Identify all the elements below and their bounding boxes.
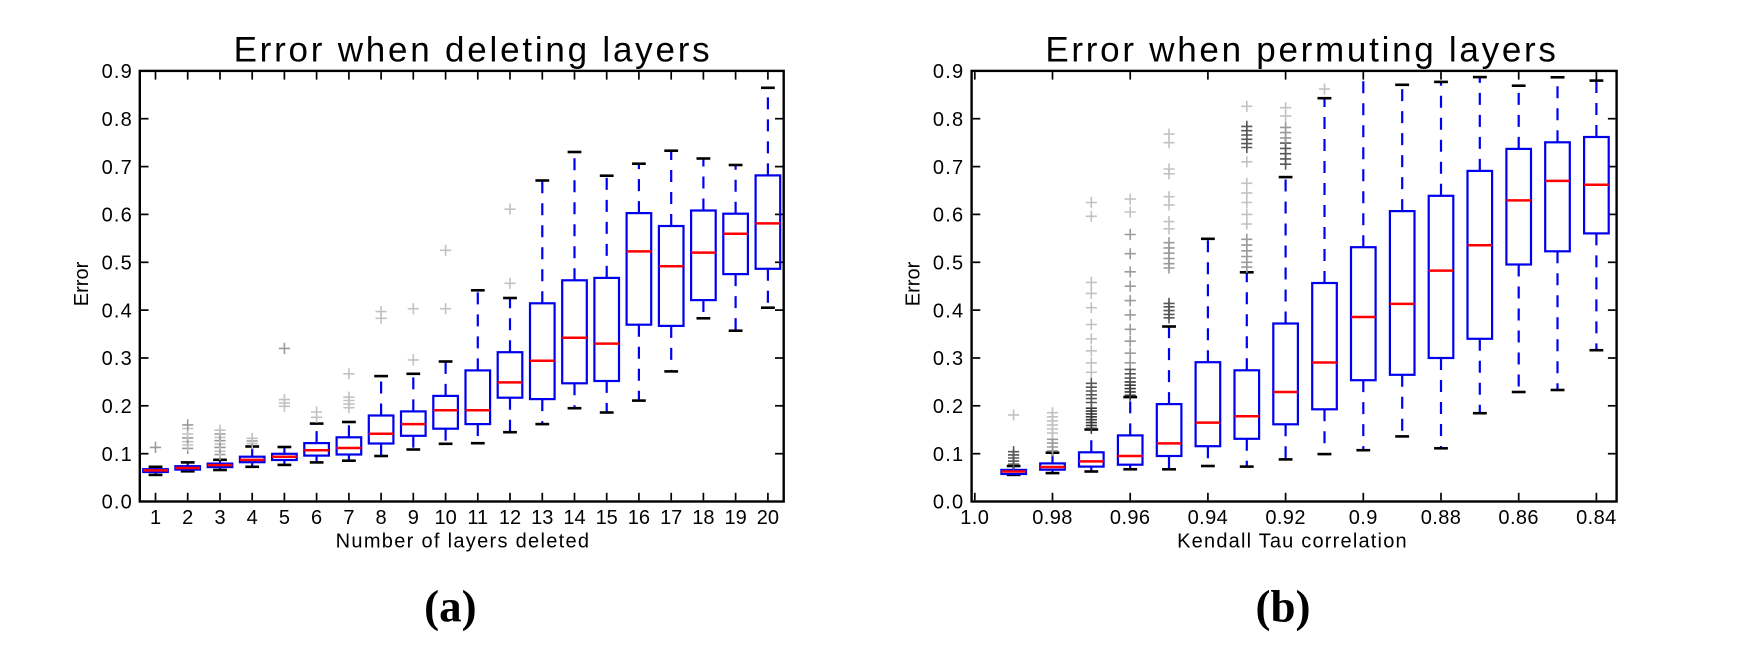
svg-text:18: 18 [692, 507, 714, 529]
svg-text:0.84: 0.84 [1576, 507, 1617, 529]
svg-text:20: 20 [757, 507, 779, 529]
svg-text:16: 16 [628, 507, 650, 529]
svg-text:6: 6 [311, 507, 322, 529]
svg-text:0.8: 0.8 [933, 109, 964, 131]
svg-text:14: 14 [563, 507, 585, 529]
svg-text:0.8: 0.8 [102, 109, 133, 131]
svg-text:Number of layers deleted: Number of layers deleted [336, 531, 591, 553]
svg-text:10: 10 [434, 507, 456, 529]
svg-text:1: 1 [150, 507, 161, 529]
svg-text:8: 8 [376, 507, 387, 529]
svg-text:0.9: 0.9 [1349, 507, 1378, 529]
svg-text:0.5: 0.5 [933, 253, 964, 275]
svg-text:0.3: 0.3 [933, 348, 964, 370]
svg-text:17: 17 [660, 507, 682, 529]
svg-text:Error: Error [71, 261, 93, 306]
svg-text:0.96: 0.96 [1110, 507, 1151, 529]
svg-text:0.9: 0.9 [933, 61, 964, 83]
svg-text:Error when deleting layers: Error when deleting layers [234, 31, 713, 70]
svg-text:3: 3 [214, 507, 225, 529]
svg-text:0.86: 0.86 [1498, 507, 1539, 529]
svg-text:0.3: 0.3 [102, 348, 133, 370]
svg-text:Kendall Tau correlation: Kendall Tau correlation [1177, 531, 1408, 553]
svg-text:11: 11 [467, 507, 488, 529]
svg-text:0.0: 0.0 [102, 492, 133, 514]
svg-text:Error: Error [903, 261, 925, 306]
svg-text:13: 13 [531, 507, 553, 529]
svg-text:2: 2 [182, 507, 193, 529]
svg-text:0.94: 0.94 [1188, 507, 1229, 529]
svg-text:0.4: 0.4 [102, 300, 133, 322]
svg-text:0.7: 0.7 [102, 157, 133, 179]
svg-text:0.88: 0.88 [1421, 507, 1462, 529]
svg-text:1.0: 1.0 [960, 507, 989, 529]
svg-text:0.6: 0.6 [102, 205, 133, 227]
svg-text:5: 5 [279, 507, 290, 529]
svg-text:9: 9 [408, 507, 419, 529]
svg-text:0.1: 0.1 [933, 444, 964, 466]
svg-text:0.1: 0.1 [102, 444, 133, 466]
svg-text:12: 12 [499, 507, 521, 529]
svg-text:Error when permuting layers: Error when permuting layers [1045, 31, 1558, 70]
svg-text:0.0: 0.0 [933, 492, 964, 514]
svg-text:0.5: 0.5 [102, 253, 133, 275]
svg-text:(a): (a) [424, 582, 476, 632]
svg-text:0.7: 0.7 [933, 157, 964, 179]
svg-text:4: 4 [247, 507, 258, 529]
svg-text:0.4: 0.4 [933, 300, 964, 322]
svg-text:0.92: 0.92 [1265, 507, 1306, 529]
svg-text:7: 7 [343, 507, 354, 529]
svg-text:0.9: 0.9 [102, 61, 133, 83]
svg-text:0.6: 0.6 [933, 205, 964, 227]
svg-text:19: 19 [724, 507, 746, 529]
svg-text:(b): (b) [1256, 582, 1311, 632]
svg-text:0.2: 0.2 [102, 396, 133, 418]
svg-text:0.98: 0.98 [1032, 507, 1073, 529]
svg-text:15: 15 [596, 507, 618, 529]
svg-text:0.2: 0.2 [933, 396, 964, 418]
